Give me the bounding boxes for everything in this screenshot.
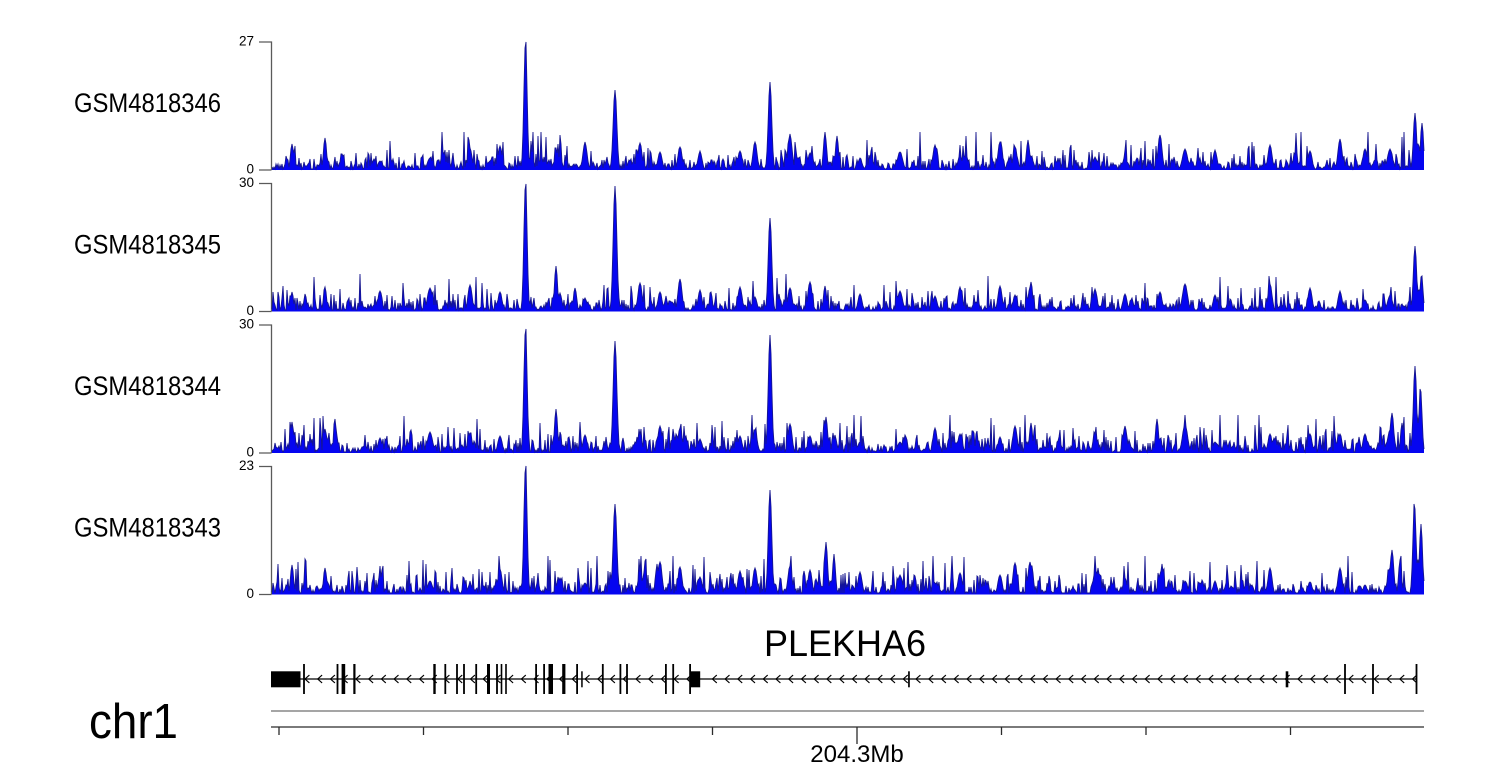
- svg-text:0: 0: [246, 161, 254, 176]
- svg-text:30: 30: [239, 175, 254, 190]
- svg-text:27: 27: [239, 33, 254, 48]
- svg-text:GSM4818346: GSM4818346: [74, 88, 221, 118]
- svg-text:GSM4818343: GSM4818343: [74, 513, 221, 543]
- svg-text:0: 0: [246, 303, 254, 318]
- svg-text:23: 23: [239, 458, 254, 473]
- svg-text:0: 0: [246, 444, 254, 459]
- svg-text:204.3Mb: 204.3Mb: [810, 741, 904, 768]
- svg-text:GSM4818344: GSM4818344: [74, 371, 221, 401]
- svg-text:chr1: chr1: [89, 695, 178, 749]
- svg-text:GSM4818345: GSM4818345: [74, 230, 221, 260]
- svg-text:0: 0: [246, 586, 254, 601]
- svg-text:30: 30: [239, 316, 254, 331]
- svg-text:PLEKHA6: PLEKHA6: [764, 623, 926, 664]
